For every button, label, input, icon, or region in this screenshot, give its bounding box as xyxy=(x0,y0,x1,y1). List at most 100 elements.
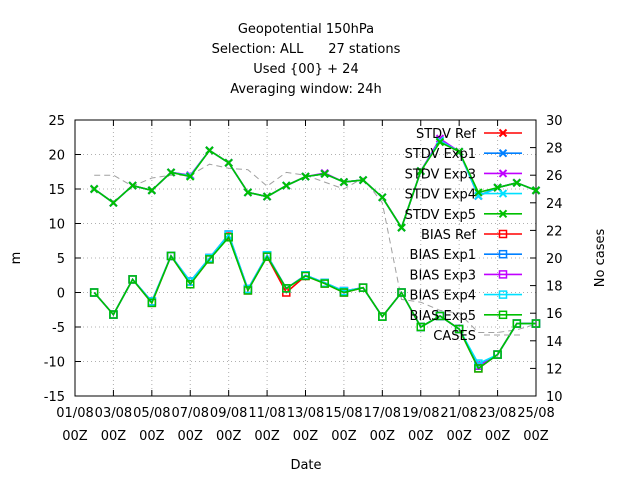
chart-title: Geopotential 150hPa Selection: ALL 27 sta… xyxy=(212,22,401,97)
x-tick-label: 19/08 xyxy=(402,406,439,421)
x-tick-label: 03/08 xyxy=(95,406,132,421)
y2-tick-label: 16 xyxy=(546,307,563,322)
data-point xyxy=(378,193,387,202)
legend: STDV Ref STDV Exp1 STDV Exp3 STDV Exp4 STDV … xyxy=(405,127,522,344)
legend-label: BIAS Exp1 xyxy=(410,248,476,263)
series-line xyxy=(93,235,536,370)
x-tick-label: 00Z xyxy=(446,429,472,444)
data-point xyxy=(205,146,214,155)
legend-label: STDV Exp1 xyxy=(405,147,476,162)
x-tick-label: 11/08 xyxy=(248,406,285,421)
legend-item: CASES xyxy=(433,329,522,344)
legend-label: STDV Exp4 xyxy=(405,188,476,203)
series-layer xyxy=(89,134,541,373)
legend-marker xyxy=(498,169,508,178)
legend-marker xyxy=(498,128,508,138)
x-tick-label: 23/08 xyxy=(479,406,516,421)
data-point xyxy=(416,322,425,332)
legend-label: BIAS Ref xyxy=(421,228,476,243)
data-point xyxy=(128,181,137,190)
x-tick-label: 00Z xyxy=(139,429,165,444)
series-line xyxy=(94,163,537,333)
legend-marker xyxy=(498,189,508,198)
data-point xyxy=(89,288,99,297)
x-tick-label: 13/08 xyxy=(287,406,324,421)
data-point xyxy=(205,255,214,264)
x-tick-label: 21/08 xyxy=(440,406,477,421)
data-point xyxy=(128,275,137,284)
data-point xyxy=(435,137,445,147)
legend-marker xyxy=(498,249,508,259)
legend-item: BIAS Exp5 xyxy=(410,309,522,324)
data-point xyxy=(147,186,157,195)
x-tick-label: 09/08 xyxy=(210,406,247,421)
data-point xyxy=(416,166,425,176)
y2-tick-label: 28 xyxy=(546,142,563,157)
y2-axis-label: No cases xyxy=(593,229,608,288)
y2-tick-label: 18 xyxy=(546,280,563,295)
series-stdv-exp5 xyxy=(90,137,541,232)
y-tick-label: 25 xyxy=(48,114,65,129)
series-bias-exp5 xyxy=(89,233,541,373)
x-tick-label: 00Z xyxy=(101,429,127,444)
legend-label: BIAS Exp4 xyxy=(410,289,476,304)
data-point xyxy=(454,147,464,156)
data-point xyxy=(531,319,541,328)
data-point xyxy=(339,177,349,187)
data-point xyxy=(378,312,387,321)
legend-marker xyxy=(498,270,508,279)
x-tick-label: 05/08 xyxy=(133,406,170,421)
data-point xyxy=(531,186,541,195)
x-tick-label: 00Z xyxy=(485,429,511,444)
axes: -15 -10 -5 0 5 10 15 20 25 10 12 14 16 18 20 22 24 26 28 30… xyxy=(44,114,563,444)
y-tick-label: -5 xyxy=(52,321,65,336)
x-tick-label: 00Z xyxy=(178,429,204,444)
legend-item: STDV Exp5 xyxy=(405,208,522,223)
data-point xyxy=(224,233,233,242)
legend-item: BIAS Ref xyxy=(421,228,522,243)
y2-tick-label: 30 xyxy=(546,114,563,129)
y-tick-label: 10 xyxy=(48,218,65,233)
data-point xyxy=(320,169,329,179)
legend-marker xyxy=(498,148,508,158)
data-point xyxy=(262,252,272,261)
data-point xyxy=(147,298,157,308)
data-point xyxy=(435,311,445,321)
data-point xyxy=(166,251,176,261)
x-tick-label: 00Z xyxy=(408,429,434,444)
x-tick-label: 17/08 xyxy=(364,406,401,421)
y2-tick-label: 10 xyxy=(546,390,563,405)
y-tick-label: 0 xyxy=(57,287,65,302)
title-line: Geopotential 150hPa xyxy=(238,22,374,37)
data-point xyxy=(358,283,368,292)
data-point xyxy=(224,158,233,167)
data-point xyxy=(512,319,522,328)
legend-label: STDV Ref xyxy=(416,127,476,142)
title-line: Used {00} + 24 xyxy=(253,62,358,77)
x-tick-label: 25/08 xyxy=(517,406,554,421)
legend-label: STDV Exp3 xyxy=(405,167,476,182)
data-point xyxy=(90,184,99,194)
x-tick-label: 00Z xyxy=(216,429,242,444)
legend-label: STDV Exp5 xyxy=(405,208,476,223)
y2-tick-label: 26 xyxy=(546,169,563,184)
y-tick-label: 5 xyxy=(57,252,65,267)
data-point xyxy=(186,279,195,289)
data-point xyxy=(474,364,483,373)
x-tick-label: 00Z xyxy=(254,429,280,444)
data-point xyxy=(301,172,310,181)
legend-marker xyxy=(498,310,508,320)
data-point xyxy=(474,188,483,197)
title-line: Averaging window: 24h xyxy=(230,82,382,97)
data-point xyxy=(243,286,253,295)
y-tick-label: 20 xyxy=(48,149,65,164)
x-tick-label: 00Z xyxy=(370,429,396,444)
legend-item: STDV Exp4 xyxy=(405,188,522,203)
data-point xyxy=(397,223,406,232)
data-point xyxy=(166,168,176,177)
x-tick-label: 00Z xyxy=(293,429,319,444)
legend-item: BIAS Exp3 xyxy=(410,268,522,283)
data-point xyxy=(282,181,291,190)
series-cases xyxy=(94,163,537,333)
